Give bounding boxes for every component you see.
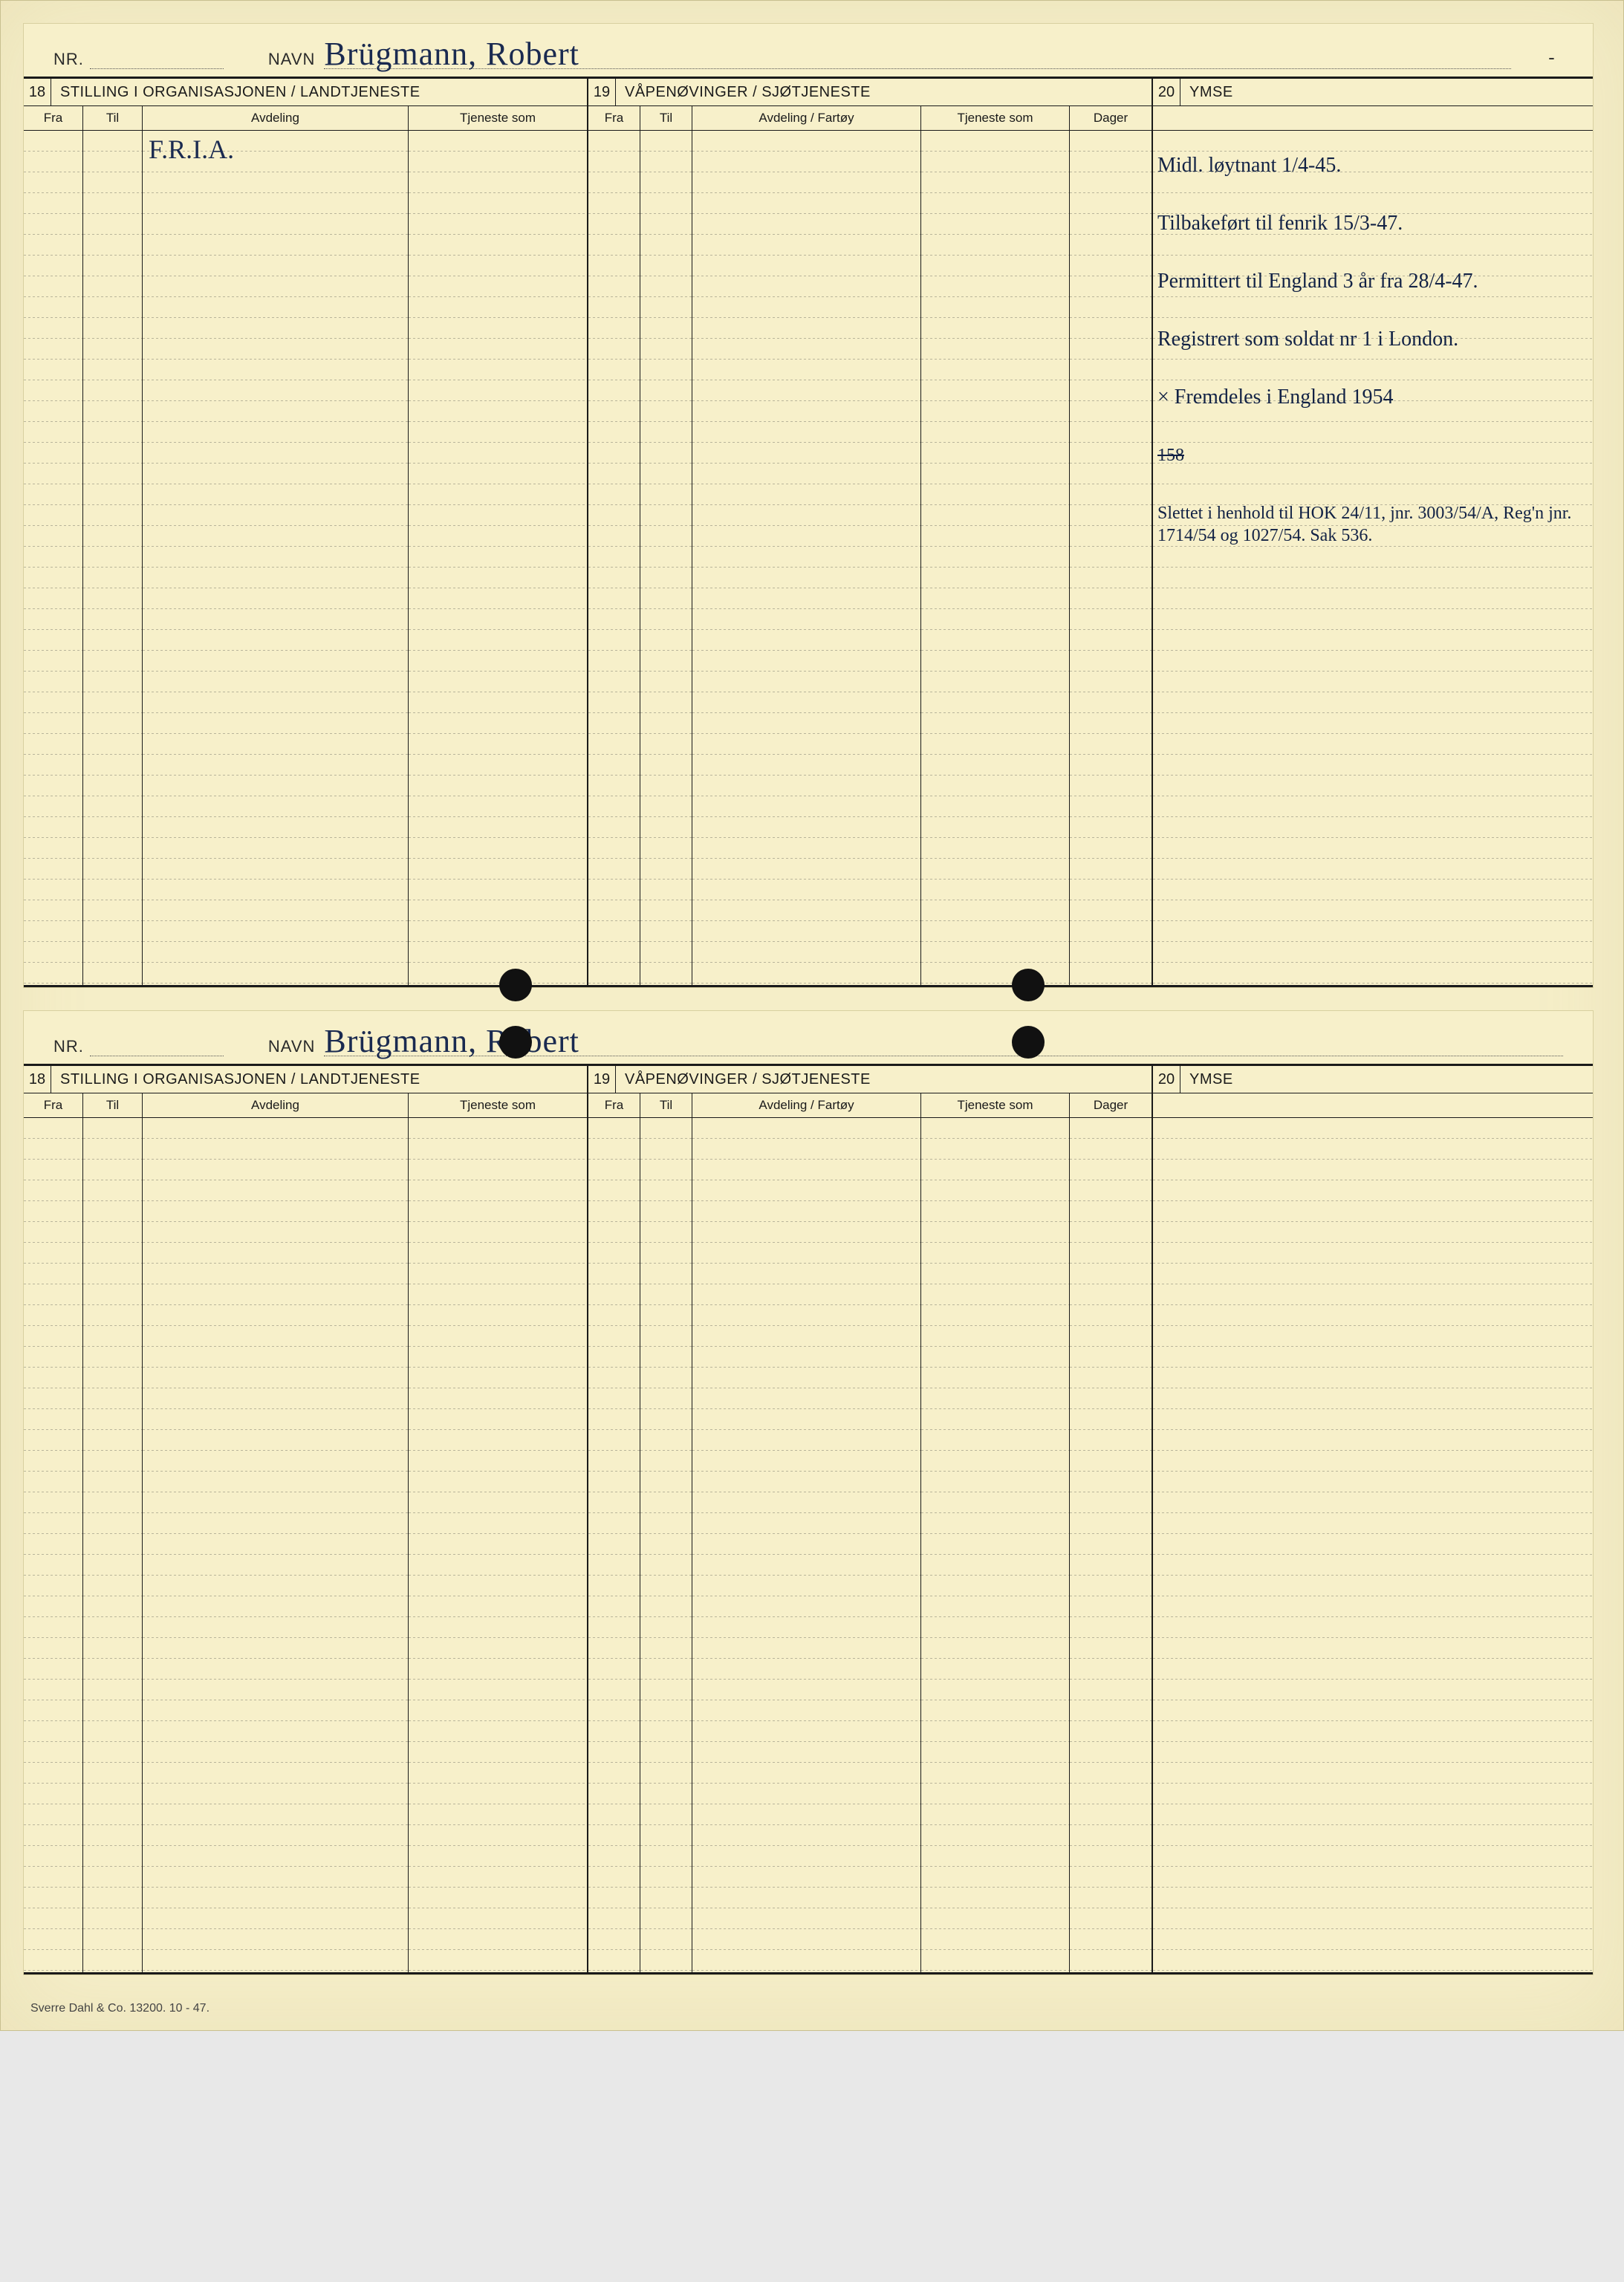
col-fra-19: Fra (588, 1093, 640, 1117)
section-18-num: 18 (24, 1066, 51, 1093)
ymse-line: × Fremdeles i England 1954 (1157, 386, 1590, 409)
grid-body-1: F.R.I.A. Midl. løytnant 1/4-45. Tilbakef… (24, 131, 1593, 987)
col-til: Til (83, 106, 143, 130)
col-til: Til (83, 1093, 143, 1117)
ymse-line: Midl. løytnant 1/4-45. (1157, 155, 1590, 177)
section-20-num: 20 (1153, 1066, 1180, 1093)
section-19-title: VÅPENØVINGER / SJØTJENESTE (616, 84, 871, 101)
section-19: 19 VÅPENØVINGER / SJØTJENESTE (588, 79, 1153, 105)
col-fra: Fra (24, 1093, 83, 1117)
navn-label: NAVN (268, 50, 316, 69)
printer-footer: Sverre Dahl & Co. 13200. 10 - 47. (1, 1997, 1623, 2030)
col-fra-19: Fra (588, 106, 640, 130)
section-20: 20 YMSE (1153, 1066, 1593, 1093)
subheader-row: Fra Til Avdeling Tjeneste som Fra Til Av… (24, 106, 1593, 131)
ymse-line: Slettet i henhold til HOK 24/11, jnr. 30… (1157, 502, 1590, 547)
section-18-title: STILLING I ORGANISASJONEN / LANDTJENESTE (51, 1071, 420, 1088)
subheader-row: Fra Til Avdeling Tjeneste som Fra Til Av… (24, 1093, 1593, 1118)
section-19-num: 19 (588, 1066, 616, 1093)
section-20-title: YMSE (1180, 84, 1233, 101)
navn-value: Brügmann, Robert (324, 1022, 579, 1060)
col-tjeneste: Tjeneste som (409, 106, 587, 130)
section-19-num: 19 (588, 79, 616, 105)
col-til-19: Til (640, 106, 692, 130)
col-til-19: Til (640, 1093, 692, 1117)
avdeling-entry: F.R.I.A. (149, 134, 234, 165)
section-18-title: STILLING I ORGANISASJONEN / LANDTJENESTE (51, 84, 420, 101)
col-dager: Dager (1070, 106, 1152, 130)
card2-header-row: NR. NAVN Brügmann, Robert (24, 1026, 1593, 1064)
ymse-line: Permittert til England 3 år fra 28/4-47. (1157, 270, 1590, 293)
punch-hole-icon (1012, 969, 1045, 1001)
section-19-title: VÅPENØVINGER / SJØTJENESTE (616, 1071, 871, 1088)
section-19: 19 VÅPENØVINGER / SJØTJENESTE (588, 1066, 1153, 1093)
scanned-page: NR. NAVN Brügmann, Robert - 18 STILLING … (0, 0, 1624, 2031)
card1-header-row: NR. NAVN Brügmann, Robert - (24, 39, 1593, 77)
section-bar: 18 STILLING I ORGANISASJONEN / LANDTJENE… (24, 1064, 1593, 1093)
record-card-1: NR. NAVN Brügmann, Robert - 18 STILLING … (23, 23, 1594, 988)
section-18-num: 18 (24, 79, 51, 105)
nr-label: NR. (53, 50, 84, 69)
section-18: 18 STILLING I ORGANISASJONEN / LANDTJENE… (24, 1066, 588, 1093)
ymse-line: Tilbakeført til fenrik 15/3-47. (1157, 212, 1590, 235)
col-avdeling-fartoy: Avdeling / Fartøy (692, 1093, 921, 1117)
col-tjeneste-19: Tjeneste som (921, 106, 1070, 130)
col-avdeling: Avdeling (143, 1093, 409, 1117)
nr-field (90, 1035, 224, 1056)
nr-label: NR. (53, 1037, 84, 1056)
grid-body-2 (24, 1118, 1593, 1974)
punch-hole-icon (1012, 1026, 1045, 1059)
nr-field (90, 48, 224, 69)
col-tjeneste-19: Tjeneste som (921, 1093, 1070, 1117)
col-avdeling-fartoy: Avdeling / Fartøy (692, 106, 921, 130)
punch-hole-icon (499, 969, 532, 1001)
navn-label: NAVN (268, 1037, 316, 1056)
section-bar: 18 STILLING I ORGANISASJONEN / LANDTJENE… (24, 77, 1593, 106)
dash-mark: - (1541, 46, 1563, 69)
punch-hole-icon (499, 1026, 532, 1059)
section-20: 20 YMSE (1153, 79, 1593, 105)
ymse-line-struck: 158 (1157, 444, 1590, 467)
section-20-title: YMSE (1180, 1071, 1233, 1088)
ymse-line: Registrert som soldat nr 1 i London. (1157, 328, 1590, 351)
col-avdeling: Avdeling (143, 106, 409, 130)
record-card-2: NR. NAVN Brügmann, Robert 18 STILLING I … (23, 1010, 1594, 1975)
ymse-notes: Midl. løytnant 1/4-45. Tilbakeført til f… (1157, 132, 1590, 582)
col-tjeneste: Tjeneste som (409, 1093, 587, 1117)
col-dager: Dager (1070, 1093, 1152, 1117)
navn-value: Brügmann, Robert (324, 35, 579, 73)
section-20-num: 20 (1153, 79, 1180, 105)
section-18: 18 STILLING I ORGANISASJONEN / LANDTJENE… (24, 79, 588, 105)
col-fra: Fra (24, 106, 83, 130)
navn-field: Brügmann, Robert (324, 39, 1511, 69)
